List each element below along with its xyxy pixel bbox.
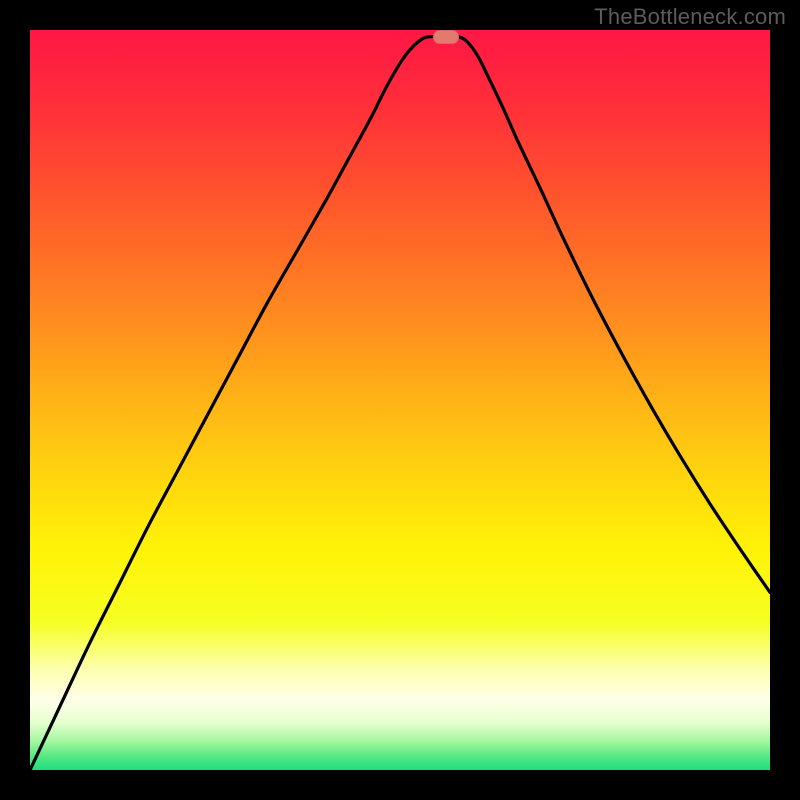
bottleneck-curve [30, 30, 770, 770]
chart-frame: TheBottleneck.com [0, 0, 800, 800]
optimum-marker [433, 30, 459, 44]
plot-area [30, 30, 770, 770]
watermark-text: TheBottleneck.com [594, 4, 786, 30]
